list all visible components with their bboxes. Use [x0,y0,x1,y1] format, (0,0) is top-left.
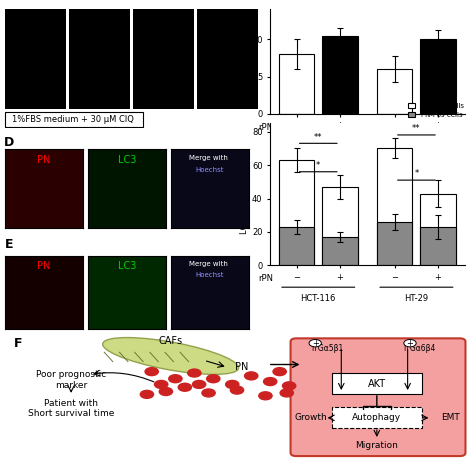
Text: EMT: EMT [441,413,460,422]
Circle shape [140,391,154,398]
Circle shape [280,389,293,397]
Text: ITGα6β4: ITGα6β4 [403,345,436,353]
Text: E: E [5,237,14,251]
Bar [420,193,456,265]
Ellipse shape [103,337,238,374]
Text: HT-29: HT-29 [404,294,428,303]
Text: AKT: AKT [368,379,386,389]
Text: Hoechst: Hoechst [195,272,224,278]
Circle shape [202,389,215,397]
Circle shape [273,368,286,375]
Circle shape [245,372,258,380]
Circle shape [226,381,239,388]
Text: rPN: rPN [258,274,273,283]
Circle shape [230,386,244,394]
Text: Merge with: Merge with [189,155,230,161]
Text: LC3: LC3 [118,261,136,271]
Y-axis label: PN-positive
(5 fields): PN-positive (5 fields) [230,38,249,85]
Text: 1%FBS medium + 30 μM ClQ: 1%FBS medium + 30 μM ClQ [12,115,134,124]
Circle shape [404,339,416,347]
Text: HCT-116: HCT-116 [301,294,336,303]
Circle shape [188,369,201,377]
Circle shape [192,381,206,388]
Text: Patient with
Short survival time: Patient with Short survival time [28,399,114,418]
Legend: PN-neg cells, PN-Pos cells: PN-neg cells, PN-Pos cells [407,101,465,119]
Bar [377,148,412,265]
Text: PN: PN [37,155,51,165]
Bar [420,39,456,114]
Circle shape [159,388,173,395]
Bar [5,112,143,127]
Text: Poor prognostic
marker: Poor prognostic marker [36,371,106,390]
Text: +: + [312,339,319,347]
Bar [322,237,357,265]
Bar [420,227,456,265]
Text: HCT-116: HCT-116 [301,142,336,151]
Circle shape [178,383,191,391]
Circle shape [264,378,277,385]
Text: *: * [316,161,320,170]
Text: HT-29: HT-29 [404,142,428,151]
Text: D: D [4,136,15,149]
Text: Growth: Growth [294,413,327,422]
Text: ITGα5β1: ITGα5β1 [311,345,343,353]
Text: **: ** [314,133,322,142]
FancyBboxPatch shape [291,338,465,456]
Circle shape [145,368,158,375]
Text: PN: PN [235,362,248,373]
Bar [279,227,314,265]
Bar [322,36,357,114]
Text: **: ** [412,124,421,133]
Text: Hoechst: Hoechst [195,166,224,173]
Text: rPN: rPN [258,123,273,132]
Circle shape [155,381,168,388]
Text: +: + [407,339,413,347]
Text: *: * [414,169,419,178]
Text: Merge with: Merge with [189,261,230,267]
Bar [377,222,412,265]
Bar [377,69,412,114]
Text: LC3: LC3 [118,155,136,165]
Y-axis label: LC3 (dots)(5 fields): LC3 (dots)(5 fields) [240,154,249,235]
Text: Migration: Migration [356,441,398,450]
FancyBboxPatch shape [332,407,422,428]
Text: Autophagy: Autophagy [352,413,401,422]
Circle shape [207,375,220,383]
Text: CAFs: CAFs [159,336,182,346]
Circle shape [259,392,272,400]
Text: C: C [235,92,244,105]
Bar [279,54,314,114]
Circle shape [283,382,296,390]
Bar [322,187,357,265]
Bar [279,160,314,265]
Circle shape [309,339,321,347]
FancyBboxPatch shape [332,373,422,394]
Circle shape [169,375,182,383]
Text: PN: PN [37,261,51,271]
Text: F: F [14,337,23,350]
